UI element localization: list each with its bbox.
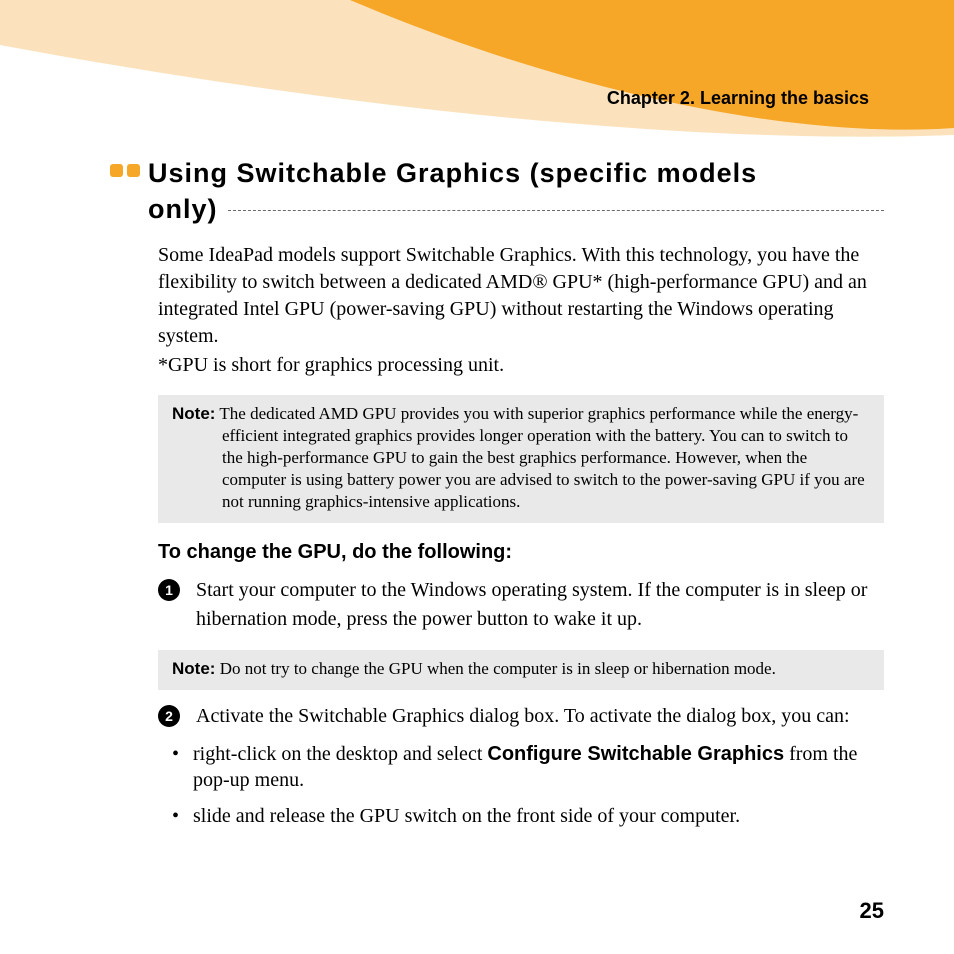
gpu-footnote: *GPU is short for graphics processing un… xyxy=(158,352,884,379)
bullet-b-text: slide and release the GPU switch on the … xyxy=(193,803,740,829)
subheading: To change the GPU, do the following: xyxy=(158,541,884,564)
chapter-label: Chapter 2. Learning the basics xyxy=(607,88,869,109)
step-number-icon: 1 xyxy=(158,579,180,601)
section-title-line2: only) xyxy=(148,191,218,227)
step-number-icon: 2 xyxy=(158,705,180,727)
heading-rule xyxy=(228,210,885,211)
step-1-text: Start your computer to the Windows opera… xyxy=(196,576,884,634)
bullet-dot-icon: • xyxy=(172,803,179,829)
section-title-line1: Using Switchable Graphics (specific mode… xyxy=(148,155,884,191)
section-heading-row: Using Switchable Graphics (specific mode… xyxy=(110,155,884,228)
bullet-a-pre: right-click on the desktop and select xyxy=(193,743,487,765)
step-1: 1 Start your computer to the Windows ope… xyxy=(158,576,884,634)
step-2-text: Activate the Switchable Graphics dialog … xyxy=(196,702,850,731)
bullet-dot-icon: • xyxy=(172,741,179,793)
section-heading: Using Switchable Graphics (specific mode… xyxy=(148,155,884,228)
note-box-2: Note: Do not try to change the GPU when … xyxy=(158,650,884,690)
note-text: The dedicated AMD GPU provides you with … xyxy=(219,404,864,511)
bullet-list: • right-click on the desktop and select … xyxy=(172,741,884,829)
bullet-a-bold: Configure Switchable Graphics xyxy=(487,743,784,765)
bullet-a-text: right-click on the desktop and select Co… xyxy=(193,741,884,793)
note-label: Note: xyxy=(172,404,215,423)
header-swoosh xyxy=(0,0,954,150)
note-box-1: Note: The dedicated AMD GPU provides you… xyxy=(158,395,884,523)
note-text: Do not try to change the GPU when the co… xyxy=(220,659,776,678)
heading-bullets xyxy=(110,164,140,177)
list-item: • right-click on the desktop and select … xyxy=(172,741,884,793)
note-label: Note: xyxy=(172,659,215,678)
step-2: 2 Activate the Switchable Graphics dialo… xyxy=(158,702,884,731)
intro-paragraph: Some IdeaPad models support Switchable G… xyxy=(158,242,884,350)
page-content: Using Switchable Graphics (specific mode… xyxy=(110,155,884,839)
list-item: • slide and release the GPU switch on th… xyxy=(172,803,884,829)
heading-bullet-icon xyxy=(127,164,140,177)
page-number: 25 xyxy=(860,898,884,924)
heading-bullet-icon xyxy=(110,164,123,177)
